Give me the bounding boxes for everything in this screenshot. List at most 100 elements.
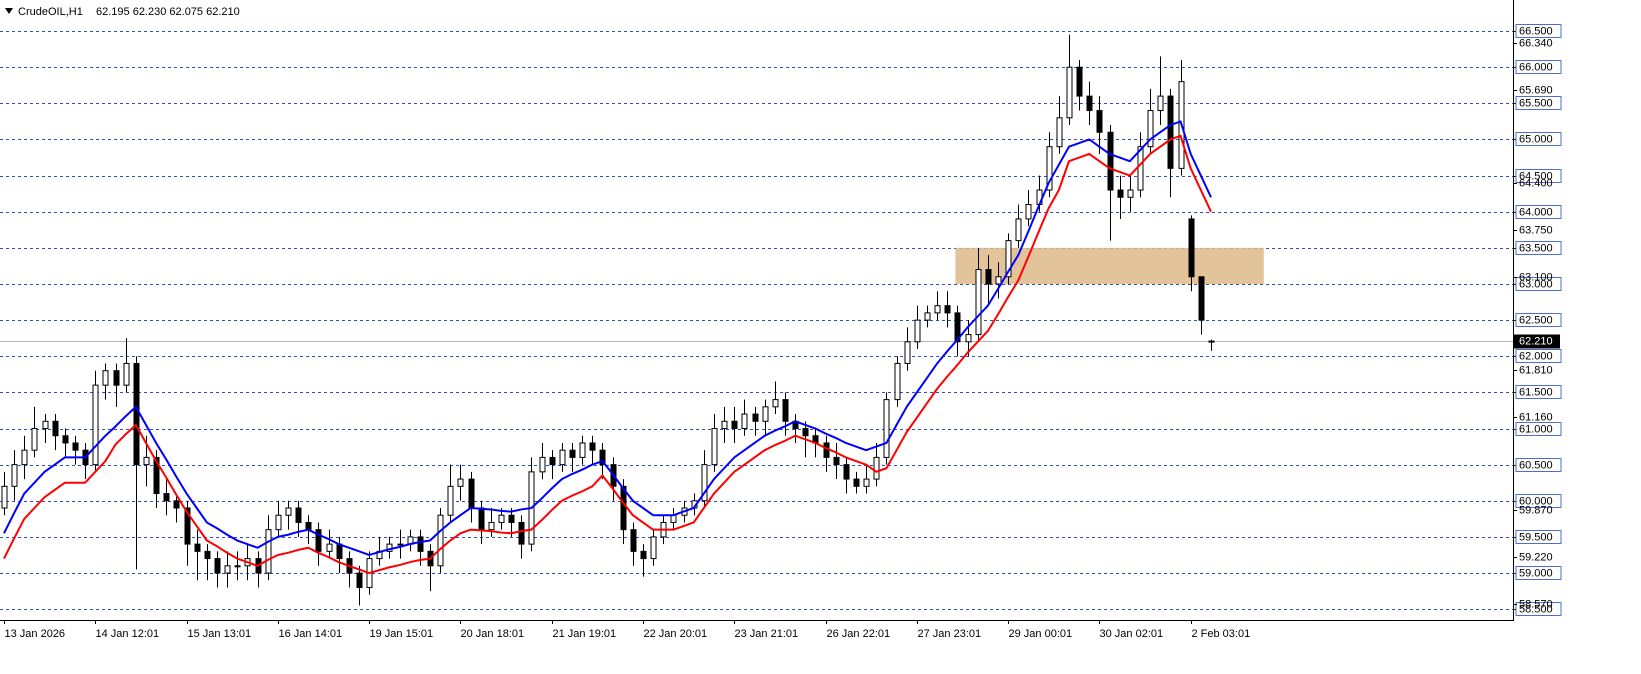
x-tick-label: 29 Jan 00:01 [1009, 628, 1073, 640]
y-tick-box [1515, 385, 1562, 399]
x-tick-label: 20 Jan 18:01 [461, 628, 525, 640]
y-tick-box [1515, 169, 1562, 183]
candle-body [1198, 276, 1205, 321]
candle-body [833, 456, 840, 466]
y-tick-label: 66.340 [1519, 37, 1553, 49]
candle-body [1, 485, 8, 509]
y-tick-label: 60.000 [1519, 495, 1553, 507]
candle-body [914, 319, 921, 343]
y-tick-label: 59.870 [1519, 504, 1553, 516]
candle-body [62, 435, 69, 444]
y-tick-label: 64.000 [1519, 206, 1553, 218]
candle-body [569, 449, 576, 458]
candle-body [518, 521, 525, 545]
candle-body [204, 550, 211, 560]
x-tick-label: 22 Jan 20:01 [644, 628, 708, 640]
y-tick-label: 65.000 [1519, 133, 1553, 145]
candle-body [42, 420, 49, 430]
candle-body [184, 507, 191, 545]
candle-body [457, 478, 464, 487]
candle-body [356, 572, 363, 588]
x-tick-label: 2 Feb 03:01 [1192, 628, 1251, 640]
candle-body [1157, 95, 1164, 112]
y-tick-box [1515, 96, 1562, 110]
candle-body [954, 312, 961, 343]
candle-body [315, 529, 322, 552]
candle-body [802, 428, 809, 437]
x-tick-label: 27 Jan 23:01 [918, 628, 982, 640]
candle-body [275, 514, 282, 531]
quote: 62.195 62.230 62.075 62.210 [96, 6, 240, 18]
y-tick-label: 58.570 [1519, 598, 1553, 610]
candle-body [934, 305, 941, 314]
y-tick-label: 65.690 [1519, 84, 1553, 96]
y-tick-label: 63.750 [1519, 224, 1553, 236]
candle-body [1076, 66, 1083, 97]
candle-body [163, 493, 170, 502]
candle-body [630, 529, 637, 552]
y-tick-box [1515, 602, 1562, 616]
candle-body [752, 413, 759, 422]
x-tick-label: 14 Jan 12:01 [96, 628, 160, 640]
candle-body [1056, 117, 1063, 148]
y-tick-label: 64.400 [1519, 177, 1553, 189]
candle-body [1137, 146, 1144, 191]
candle-body [437, 514, 444, 567]
candle-body [762, 406, 769, 422]
candle-body [985, 269, 992, 285]
candle-body [447, 485, 454, 516]
y-tick-label: 63.500 [1519, 242, 1553, 254]
candle-body [1086, 95, 1093, 112]
candle-body [589, 442, 596, 451]
y-tick-label: 63.100 [1519, 271, 1553, 283]
y-tick-label: 61.810 [1519, 364, 1553, 376]
candle-body [650, 536, 657, 560]
candle-body [1096, 110, 1103, 133]
candle-body [904, 341, 911, 364]
candle-body [741, 413, 748, 430]
candle-body [782, 399, 789, 422]
candle-body [488, 521, 495, 531]
candle-body [1147, 110, 1154, 148]
x-tick-label: 15 Jan 13:01 [188, 628, 252, 640]
y-tick-box [1515, 349, 1562, 363]
y-tick-label: 62.500 [1519, 314, 1553, 326]
zone-layer [955, 247, 1264, 284]
y-tick-box [1515, 458, 1562, 472]
x-tick-label: 23 Jan 21:01 [735, 628, 799, 640]
candle-body [143, 456, 150, 466]
y-tick-label: 59.220 [1519, 551, 1553, 563]
x-tick-label: 16 Jan 14:01 [279, 628, 343, 640]
candle-body [599, 449, 606, 466]
candle-body [640, 550, 647, 560]
candle-body [711, 428, 718, 466]
menu-triangle[interactable] [5, 8, 13, 14]
y-tick-box [1515, 313, 1562, 327]
candle-body [478, 507, 485, 531]
candle-body [965, 334, 972, 343]
candle-body [468, 478, 475, 509]
y-tick-label: 59.500 [1519, 531, 1553, 543]
candle-body [194, 543, 201, 552]
y-tick-box [1515, 205, 1562, 219]
zone [955, 247, 1264, 284]
candle-body [31, 428, 38, 451]
x-tick-label: 13 Jan 2026 [5, 628, 66, 640]
candle-body [549, 456, 556, 466]
lines-layer [3, 120, 1212, 575]
y-tick-label: 58.500 [1519, 603, 1553, 615]
candle-body [559, 449, 566, 466]
candle-body [72, 442, 79, 451]
candle-body [772, 399, 779, 408]
candle-body [498, 514, 505, 523]
candle-body [1015, 218, 1022, 242]
candle-body [11, 464, 18, 487]
y-tick-box [1515, 422, 1562, 436]
grid-layer [0, 31, 1513, 610]
y-tick-box [1515, 24, 1562, 38]
candles-layer [1, 34, 1215, 606]
x-tick-label: 30 Jan 02:01 [1100, 628, 1164, 640]
y-tick-label: 66.500 [1519, 25, 1553, 37]
candle-body [863, 478, 870, 487]
